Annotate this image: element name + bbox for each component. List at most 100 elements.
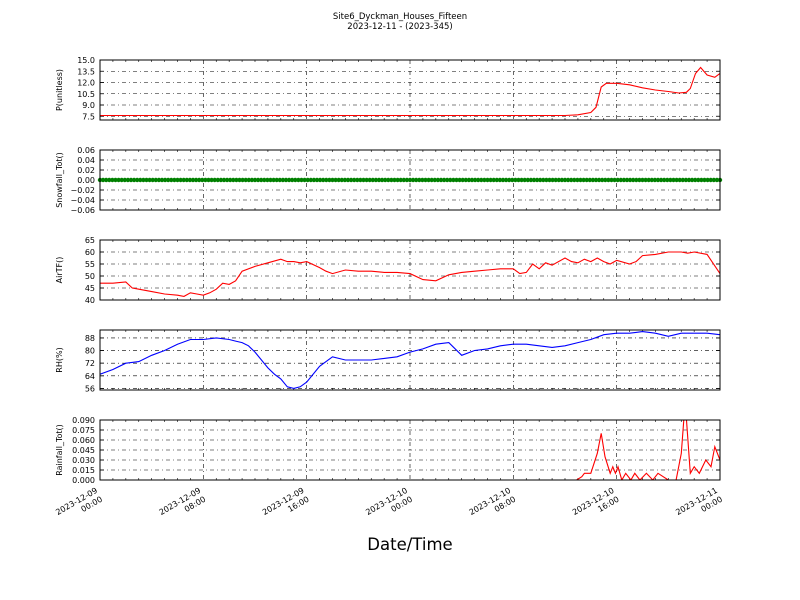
snowfall-point	[193, 177, 199, 183]
plot-frame	[99, 329, 721, 391]
y-tick-label: 0.030	[72, 456, 95, 465]
snowfall-point	[513, 177, 518, 183]
y-tick-label: 88	[85, 334, 95, 343]
snowfall-point	[376, 177, 382, 183]
snowfall-point	[615, 177, 620, 183]
snowfall-point	[463, 177, 468, 183]
plot-frame	[99, 59, 721, 121]
snowfall-point	[600, 177, 605, 183]
snowfall-point	[693, 177, 698, 183]
snowfall-point	[590, 177, 596, 183]
series-line	[100, 420, 720, 480]
y-tick-label: 55	[85, 260, 95, 269]
snowfall-point	[414, 177, 419, 183]
snowfall-point	[593, 177, 599, 183]
snowfall-point	[646, 177, 651, 183]
y-tick-label: 13.5	[77, 67, 95, 76]
snowfall-point	[702, 177, 707, 183]
y-tick-label: 7.5	[82, 112, 95, 121]
snowfall-point	[525, 177, 530, 183]
snowfall-point	[150, 177, 155, 183]
snowfall-point	[476, 177, 481, 183]
snowfall-point	[237, 177, 242, 183]
snowfall-point	[482, 177, 487, 183]
snowfall-point	[162, 177, 168, 183]
snowfall-point	[361, 177, 366, 183]
snowfall-point	[178, 177, 183, 183]
snowfall-point	[711, 177, 716, 183]
snowfall-point	[451, 177, 456, 183]
snowfall-point	[184, 177, 189, 183]
snowfall-point	[119, 177, 124, 183]
snowfall-point	[327, 177, 332, 183]
y-tick-label: −0.04	[70, 196, 95, 205]
snowfall-point	[544, 177, 549, 183]
snowfall-point	[662, 177, 667, 183]
snowfall-point	[268, 177, 273, 183]
snowfall-point	[345, 177, 351, 183]
plot-frame	[99, 239, 721, 301]
snowfall-point	[655, 177, 661, 183]
snowfall-point	[166, 177, 171, 183]
plot-frame	[99, 149, 721, 211]
snowfall-point	[228, 177, 233, 183]
snowfall-point	[507, 177, 512, 183]
snowfall-point	[503, 177, 509, 183]
snowfall-point	[494, 177, 499, 183]
snowfall-point	[373, 177, 379, 183]
snowfall-point	[224, 177, 230, 183]
snowfall-point	[128, 177, 134, 183]
snowfall-point	[314, 177, 320, 183]
snowfall-point	[212, 177, 217, 183]
snowfall-point	[190, 177, 196, 183]
panel-0: 15.0 13.5 12.0 10.5 9.0 7.5 P(unitless)	[55, 56, 721, 121]
snowfall-point	[534, 177, 540, 183]
snowfall-point	[658, 177, 664, 183]
snowfall-point	[445, 177, 450, 183]
snowfall-point	[392, 177, 397, 183]
snowfall-point	[426, 177, 431, 183]
snowfall-point	[305, 177, 310, 183]
snowfall-point	[367, 177, 372, 183]
snowfall-point	[671, 177, 676, 183]
snowfall-point	[708, 177, 713, 183]
y-tick-label: 0.060	[72, 436, 95, 445]
snowfall-point	[665, 177, 670, 183]
snowfall-point	[652, 177, 658, 183]
snowfall-point	[497, 177, 503, 183]
snowfall-point	[572, 177, 577, 183]
snowfall-point	[578, 177, 583, 183]
snowfall-point	[432, 177, 437, 183]
snowfall-point	[528, 177, 534, 183]
snowfall-point	[460, 177, 465, 183]
snowfall-point	[274, 177, 279, 183]
snowfall-point	[159, 177, 165, 183]
snowfall-point	[420, 177, 425, 183]
snowfall-point	[584, 177, 589, 183]
snowfall-point	[333, 177, 338, 183]
snowfall-point	[488, 177, 493, 183]
y-tick-label: 56	[85, 384, 95, 393]
snowfall-point	[469, 177, 475, 183]
snowfall-point	[668, 177, 673, 183]
snowfall-point	[631, 177, 636, 183]
snowfall-point	[271, 177, 276, 183]
y-tick-label: 10.5	[77, 90, 95, 99]
snowfall-point	[510, 177, 515, 183]
snowfall-point	[252, 177, 258, 183]
snowfall-point	[621, 177, 627, 183]
snowfall-point	[342, 177, 348, 183]
chart-title-line2: 2023-12-11 - (2023-345)	[347, 22, 452, 32]
snowfall-point	[172, 177, 177, 183]
snowfall-point	[317, 177, 323, 183]
snowfall-point	[553, 177, 558, 183]
snowfall-point	[624, 177, 630, 183]
y-tick-label: 60	[85, 248, 95, 257]
snowfall-point	[135, 177, 140, 183]
snowfall-point	[637, 177, 642, 183]
snowfall-point	[308, 177, 313, 183]
snowfall-point	[206, 177, 211, 183]
snowfall-point	[144, 177, 149, 183]
